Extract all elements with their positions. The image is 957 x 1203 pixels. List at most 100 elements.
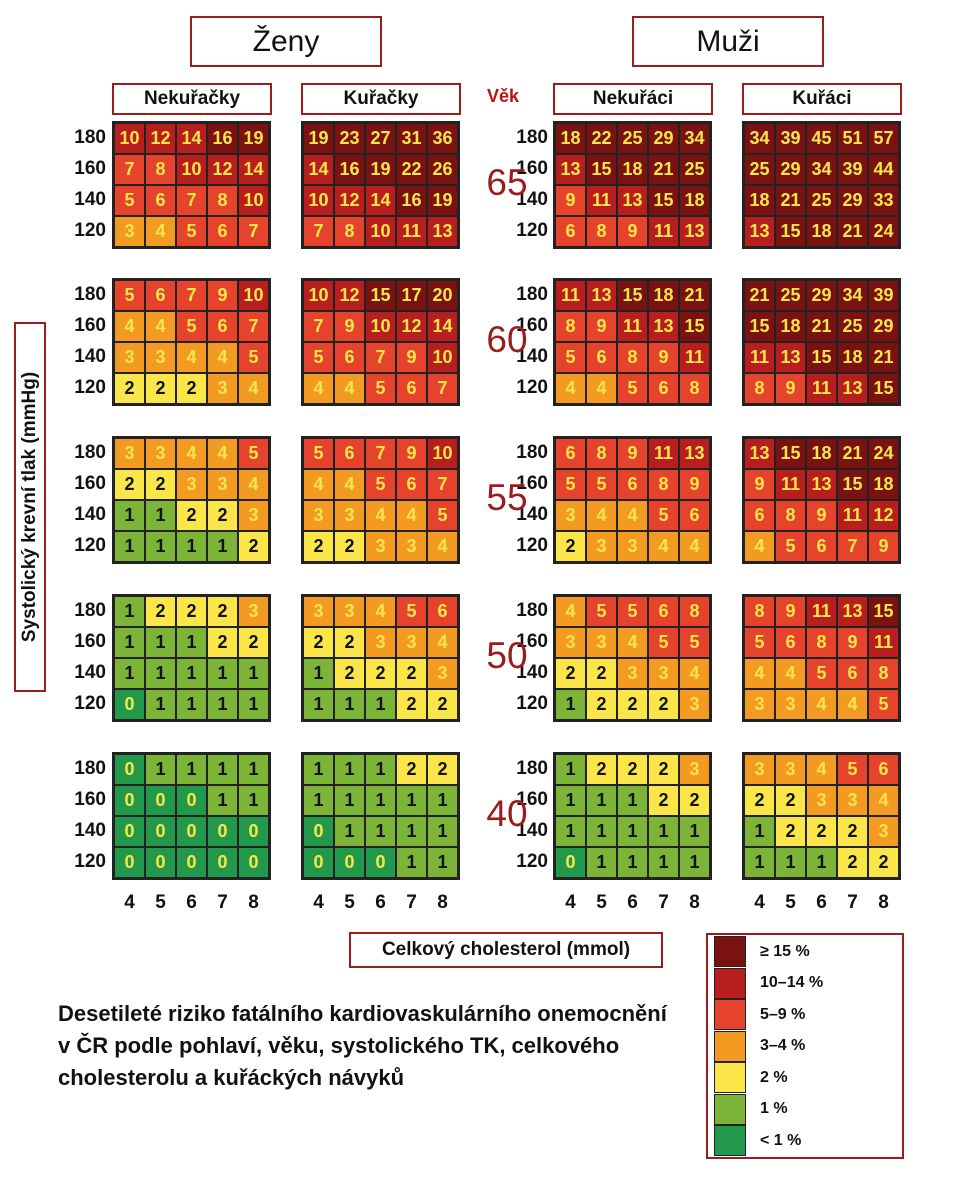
risk-cell: 0 xyxy=(114,689,145,720)
risk-cell: 9 xyxy=(744,469,775,500)
legend-label: ≥ 15 % xyxy=(760,942,810,960)
risk-cell: 1 xyxy=(427,816,458,847)
risk-cell: 5 xyxy=(586,469,617,500)
risk-cell: 2 xyxy=(303,531,334,562)
age-header: Věk xyxy=(487,86,520,106)
risk-cell: 2 xyxy=(555,658,586,689)
risk-cell: 20 xyxy=(427,280,458,311)
risk-cell: 29 xyxy=(775,154,806,185)
risk-cell: 6 xyxy=(396,373,427,404)
risk-cell: 5 xyxy=(555,469,586,500)
risk-cell: 3 xyxy=(207,469,238,500)
risk-cell: 21 xyxy=(837,438,868,469)
risk-cell: 1 xyxy=(176,627,207,658)
risk-cell: 18 xyxy=(648,280,679,311)
risk-cell: 0 xyxy=(114,847,145,878)
risk-cell: 1 xyxy=(427,847,458,878)
risk-cell: 10 xyxy=(365,216,396,247)
risk-cell: 2 xyxy=(648,689,679,720)
x-tick-label: 6 xyxy=(816,892,827,913)
risk-cell: 10 xyxy=(427,342,458,373)
x-tick-label: 8 xyxy=(248,892,259,913)
risk-cell: 2 xyxy=(648,754,679,785)
risk-cell: 1 xyxy=(303,658,334,689)
x-tick-label: 6 xyxy=(627,892,638,913)
risk-cell: 1 xyxy=(617,847,648,878)
risk-cell: 7 xyxy=(114,154,145,185)
risk-cell: 9 xyxy=(555,185,586,216)
y-tick-label: 160 xyxy=(74,789,106,810)
risk-cell: 0 xyxy=(303,816,334,847)
risk-cell: 1 xyxy=(396,816,427,847)
risk-cell: 9 xyxy=(837,627,868,658)
y-tick-label: 120 xyxy=(74,535,106,556)
risk-cell: 3 xyxy=(617,531,648,562)
risk-cell: 22 xyxy=(586,123,617,154)
group-label: Nekuřačky xyxy=(143,88,241,109)
risk-cell: 13 xyxy=(555,154,586,185)
risk-cell: 2 xyxy=(114,469,145,500)
risk-cell: 4 xyxy=(617,500,648,531)
risk-cell: 11 xyxy=(775,469,806,500)
risk-cell: 8 xyxy=(679,596,710,627)
risk-cell: 13 xyxy=(617,185,648,216)
legend-swatch xyxy=(714,967,746,999)
risk-cell: 3 xyxy=(114,438,145,469)
risk-cell: 7 xyxy=(238,216,269,247)
risk-cell: 6 xyxy=(775,627,806,658)
y-tick-label: 140 xyxy=(516,189,548,210)
risk-cell: 17 xyxy=(396,280,427,311)
group-header-nonsmoking-women: Nekuřačky xyxy=(112,83,272,115)
risk-cell: 10 xyxy=(176,154,207,185)
risk-cell: 2 xyxy=(427,754,458,785)
risk-cell: 13 xyxy=(744,216,775,247)
y-tick-label: 160 xyxy=(74,631,106,652)
risk-cell: 4 xyxy=(617,627,648,658)
risk-grid: 34 39 45 51 57 25 29 34 39 44 18 21 25 29 33 13 15 18 21 24 xyxy=(742,121,901,249)
risk-cell: 18 xyxy=(868,469,899,500)
risk-cell: 1 xyxy=(396,847,427,878)
x-tick-label: 7 xyxy=(658,892,669,913)
risk-cell: 8 xyxy=(679,373,710,404)
risk-cell: 16 xyxy=(334,154,365,185)
risk-cell: 24 xyxy=(868,438,899,469)
risk-cell: 0 xyxy=(145,785,176,816)
risk-cell: 31 xyxy=(396,123,427,154)
risk-cell: 1 xyxy=(238,658,269,689)
risk-cell: 18 xyxy=(679,185,710,216)
risk-grid: 13 15 18 21 24 9 11 13 15 18 6 8 9 11 12 4 5 6 7 9 xyxy=(742,436,901,564)
risk-cell: 5 xyxy=(238,438,269,469)
risk-cell: 39 xyxy=(837,154,868,185)
risk-cell: 2 xyxy=(114,373,145,404)
risk-cell: 3 xyxy=(837,785,868,816)
risk-cell: 13 xyxy=(586,280,617,311)
risk-cell: 9 xyxy=(775,596,806,627)
risk-cell: 11 xyxy=(396,216,427,247)
risk-cell: 6 xyxy=(145,185,176,216)
risk-cell: 3 xyxy=(775,689,806,720)
risk-cell: 3 xyxy=(365,627,396,658)
risk-cell: 19 xyxy=(238,123,269,154)
legend-label: 2 % xyxy=(760,1068,788,1086)
risk-cell: 18 xyxy=(617,154,648,185)
risk-cell: 34 xyxy=(806,154,837,185)
risk-cell: 2 xyxy=(334,627,365,658)
risk-cell: 11 xyxy=(648,216,679,247)
risk-cell: 6 xyxy=(648,373,679,404)
risk-cell: 12 xyxy=(396,311,427,342)
risk-cell: 12 xyxy=(334,185,365,216)
risk-cell: 26 xyxy=(427,154,458,185)
risk-cell: 8 xyxy=(145,154,176,185)
risk-cell: 29 xyxy=(868,311,899,342)
risk-cell: 7 xyxy=(365,342,396,373)
risk-cell: 2 xyxy=(617,754,648,785)
risk-cell: 4 xyxy=(679,531,710,562)
risk-grid: 5 6 7 9 10 4 4 5 6 7 3 3 4 4 5 2 2 3 3 4 xyxy=(301,436,460,564)
risk-cell: 27 xyxy=(365,123,396,154)
risk-grid: 6 8 9 11 13 5 5 6 8 9 3 4 4 5 6 2 3 3 4 4 xyxy=(553,436,712,564)
risk-cell: 4 xyxy=(744,531,775,562)
risk-cell: 10 xyxy=(114,123,145,154)
